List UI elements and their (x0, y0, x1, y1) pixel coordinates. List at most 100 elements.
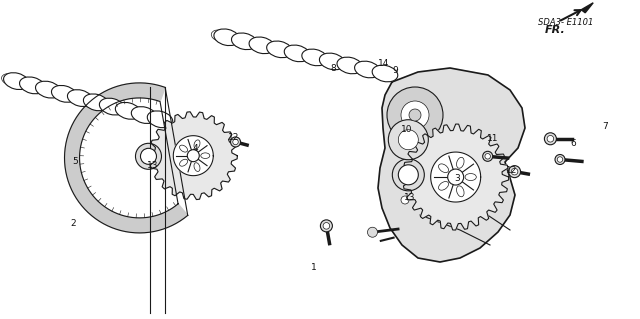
Ellipse shape (51, 85, 77, 102)
Text: 7: 7 (602, 122, 607, 130)
Ellipse shape (282, 46, 298, 57)
Ellipse shape (438, 164, 449, 173)
Ellipse shape (49, 86, 66, 98)
Ellipse shape (81, 95, 98, 107)
Ellipse shape (115, 102, 141, 119)
Text: 3: 3 (455, 174, 460, 183)
Ellipse shape (465, 174, 476, 181)
Polygon shape (403, 124, 509, 230)
Ellipse shape (131, 107, 157, 123)
Polygon shape (65, 83, 188, 233)
Ellipse shape (438, 182, 449, 190)
Ellipse shape (211, 30, 228, 41)
Circle shape (466, 186, 474, 194)
Ellipse shape (319, 53, 345, 70)
Polygon shape (149, 112, 237, 200)
Circle shape (446, 136, 454, 144)
Ellipse shape (456, 186, 464, 197)
Circle shape (420, 168, 440, 188)
Circle shape (408, 156, 452, 200)
Circle shape (401, 196, 409, 204)
Ellipse shape (145, 112, 162, 123)
Circle shape (557, 157, 563, 162)
Ellipse shape (4, 73, 29, 90)
Ellipse shape (229, 34, 246, 45)
Ellipse shape (264, 42, 281, 53)
Ellipse shape (352, 62, 369, 74)
Text: 5: 5 (73, 157, 78, 166)
Ellipse shape (355, 61, 380, 78)
Ellipse shape (337, 57, 363, 74)
Circle shape (387, 87, 443, 143)
Circle shape (367, 227, 378, 237)
Text: FR.: FR. (545, 25, 566, 35)
Ellipse shape (99, 98, 125, 115)
Ellipse shape (246, 38, 263, 49)
Text: 4: 4 (193, 144, 198, 153)
Ellipse shape (300, 50, 316, 62)
Circle shape (485, 153, 490, 159)
Ellipse shape (65, 91, 82, 102)
Polygon shape (378, 68, 525, 262)
Circle shape (398, 165, 419, 185)
Circle shape (396, 141, 404, 149)
Circle shape (321, 220, 332, 232)
Ellipse shape (97, 99, 114, 111)
Circle shape (323, 223, 330, 229)
Ellipse shape (147, 111, 173, 128)
Ellipse shape (17, 78, 34, 89)
Ellipse shape (249, 37, 275, 54)
Circle shape (511, 168, 518, 175)
Ellipse shape (267, 41, 292, 58)
Circle shape (547, 136, 554, 142)
Text: 11: 11 (487, 134, 499, 143)
Circle shape (398, 130, 419, 150)
Polygon shape (431, 152, 481, 202)
Circle shape (483, 151, 493, 161)
Ellipse shape (369, 66, 387, 78)
Circle shape (555, 154, 565, 165)
Ellipse shape (180, 159, 188, 166)
Circle shape (136, 143, 161, 169)
Circle shape (230, 137, 241, 147)
Text: 12: 12 (228, 133, 239, 142)
Ellipse shape (194, 140, 200, 149)
Circle shape (545, 133, 556, 145)
Text: 10: 10 (401, 125, 412, 134)
Ellipse shape (83, 94, 109, 111)
Ellipse shape (334, 58, 351, 70)
Ellipse shape (214, 29, 239, 46)
Ellipse shape (456, 157, 464, 168)
Text: SDA3- E1101: SDA3- E1101 (538, 18, 593, 26)
Text: 8: 8 (330, 64, 335, 73)
Circle shape (392, 159, 424, 191)
Ellipse shape (232, 33, 257, 50)
Ellipse shape (67, 90, 93, 107)
Text: 14: 14 (378, 59, 390, 68)
Ellipse shape (1, 74, 19, 85)
Text: 13: 13 (404, 193, 415, 202)
Circle shape (388, 120, 428, 160)
Ellipse shape (35, 81, 61, 98)
Circle shape (448, 169, 463, 185)
Ellipse shape (201, 153, 210, 159)
Text: 13: 13 (147, 161, 158, 170)
Ellipse shape (180, 145, 188, 152)
Circle shape (401, 101, 429, 129)
Ellipse shape (372, 65, 398, 82)
Ellipse shape (302, 49, 328, 66)
Text: 6: 6 (570, 139, 575, 148)
Ellipse shape (113, 103, 130, 115)
Circle shape (233, 139, 238, 145)
Polygon shape (173, 136, 213, 176)
Text: 1: 1 (311, 263, 316, 272)
Ellipse shape (317, 54, 333, 65)
Ellipse shape (194, 163, 200, 171)
Text: 2: 2 (71, 219, 76, 228)
Circle shape (188, 150, 199, 162)
Ellipse shape (20, 77, 45, 94)
Text: 12: 12 (506, 166, 518, 175)
Circle shape (141, 148, 157, 164)
Ellipse shape (284, 45, 310, 62)
Circle shape (409, 109, 421, 121)
